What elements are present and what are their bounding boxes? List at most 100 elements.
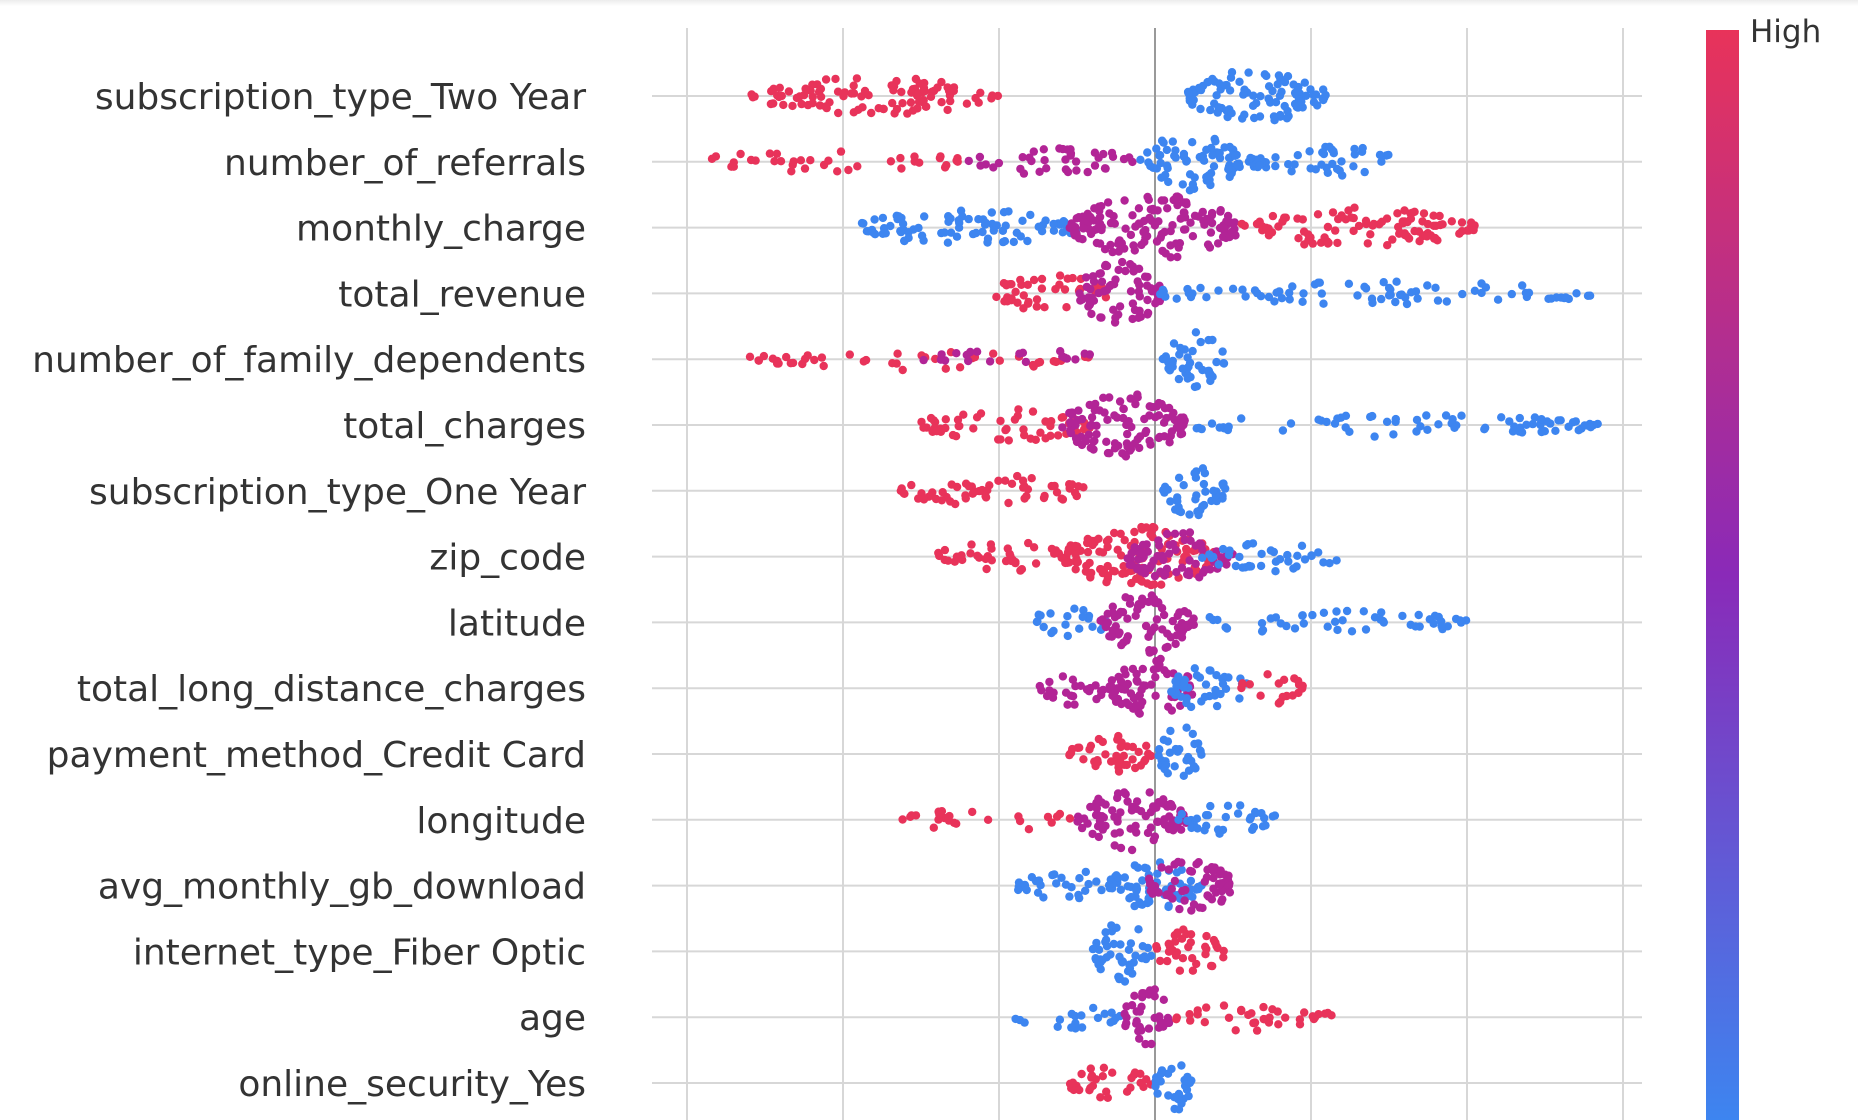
data-point — [1147, 680, 1156, 689]
data-point — [1096, 1093, 1105, 1102]
data-point — [1285, 288, 1294, 298]
data-point — [1203, 366, 1213, 376]
data-point — [1133, 277, 1142, 286]
data-point — [1218, 347, 1227, 356]
data-point — [801, 84, 810, 93]
data-point — [1163, 642, 1172, 652]
data-point — [1429, 211, 1438, 220]
data-point — [1123, 632, 1133, 641]
data-point — [844, 165, 853, 175]
data-point — [1173, 611, 1182, 620]
data-point — [1103, 561, 1112, 571]
data-point — [1321, 90, 1330, 100]
data-point — [1423, 281, 1432, 290]
data-point — [1063, 700, 1072, 709]
data-point — [1049, 219, 1058, 229]
data-point — [1159, 555, 1168, 565]
data-point — [1174, 1105, 1184, 1114]
data-point — [1023, 236, 1032, 246]
data-point — [1349, 162, 1358, 171]
data-point — [1331, 226, 1340, 235]
data-point — [1136, 701, 1145, 710]
data-point — [874, 104, 883, 113]
data-point — [1180, 208, 1189, 217]
data-point — [840, 88, 849, 97]
data-point — [1190, 739, 1199, 749]
data-point — [1079, 425, 1089, 434]
data-point — [1053, 1022, 1062, 1031]
data-point — [1080, 349, 1089, 358]
data-point — [1235, 694, 1244, 703]
data-point — [1052, 488, 1062, 497]
data-point — [1065, 814, 1075, 823]
data-point — [1164, 549, 1174, 558]
data-point — [1188, 966, 1198, 975]
data-point — [968, 229, 978, 239]
data-point — [1192, 671, 1202, 680]
data-point — [1191, 328, 1201, 337]
data-point — [1046, 609, 1055, 618]
data-point — [907, 480, 916, 490]
data-point — [1111, 313, 1120, 322]
data-point — [1058, 423, 1067, 432]
data-point — [1105, 281, 1115, 291]
data-point — [1075, 1085, 1084, 1095]
data-point — [1019, 431, 1029, 440]
data-point — [1442, 297, 1452, 306]
data-point — [987, 208, 996, 217]
data-point — [1186, 866, 1195, 876]
data-point — [1166, 497, 1175, 506]
data-point — [1423, 219, 1433, 229]
data-point — [1065, 750, 1074, 759]
data-point — [1118, 608, 1128, 617]
data-point — [867, 225, 877, 235]
data-point — [1071, 1011, 1080, 1021]
data-point — [1121, 266, 1130, 276]
data-point — [1137, 549, 1147, 558]
data-point — [898, 99, 907, 108]
data-point — [1443, 622, 1453, 631]
data-point — [1400, 206, 1409, 215]
data-point — [1262, 71, 1271, 81]
data-point — [1132, 1007, 1141, 1016]
data-point — [1187, 1076, 1196, 1085]
data-point — [1240, 110, 1249, 119]
data-point — [821, 75, 831, 84]
data-point — [1248, 101, 1258, 111]
data-point — [1238, 285, 1247, 294]
data-point — [1015, 349, 1024, 358]
data-point — [1153, 817, 1162, 826]
data-point — [1062, 354, 1072, 363]
data-point — [1071, 541, 1080, 551]
data-point — [1299, 289, 1308, 298]
data-point — [1230, 151, 1240, 160]
data-point — [1191, 495, 1200, 504]
data-point — [1241, 292, 1250, 301]
data-point — [1164, 901, 1173, 910]
data-point — [1179, 149, 1189, 159]
data-point — [1157, 604, 1167, 613]
data-point — [1188, 138, 1197, 147]
data-point — [976, 409, 986, 418]
data-point — [1087, 420, 1096, 429]
data-point — [1135, 292, 1145, 301]
data-point — [857, 218, 867, 228]
data-point — [1068, 1078, 1078, 1087]
data-point — [792, 93, 802, 103]
data-point — [1268, 86, 1277, 96]
data-point — [1144, 1024, 1154, 1033]
data-point — [1257, 549, 1266, 559]
data-point — [1332, 556, 1341, 565]
data-point — [1119, 154, 1129, 164]
data-point — [1057, 873, 1066, 882]
data-point — [1198, 207, 1208, 217]
data-point — [937, 350, 946, 359]
data-point — [1086, 1083, 1095, 1093]
data-point — [1551, 426, 1560, 435]
data-point — [935, 810, 944, 819]
data-point — [1138, 594, 1147, 603]
data-point — [1071, 434, 1081, 443]
data-point — [1165, 438, 1174, 447]
data-point — [1102, 942, 1112, 951]
data-point — [1268, 211, 1278, 221]
